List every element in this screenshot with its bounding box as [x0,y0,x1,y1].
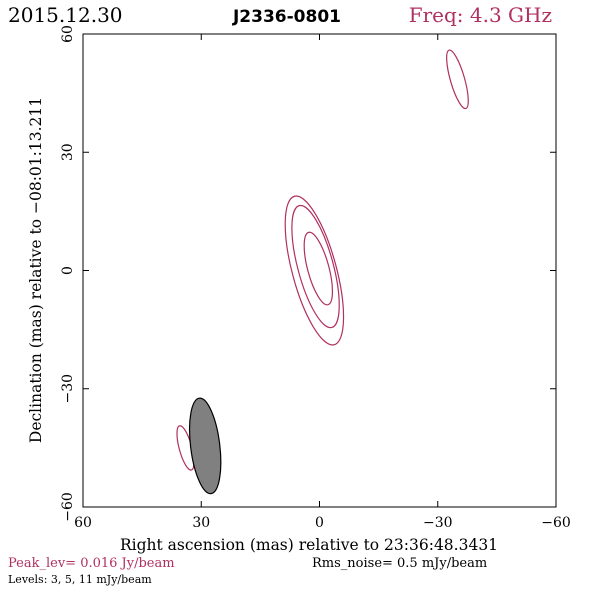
x-tick-label: 60 [74,515,92,531]
y-tick-label: −60 [60,492,76,522]
peak-level-label: Peak_lev= 0.016 Jy/beam [8,556,175,571]
contour-levels-label: Levels: 3, 5, 11 mJy/beam [8,573,152,586]
x-tick-label: 0 [315,515,324,531]
x-tick-label: 30 [192,515,210,531]
contour-core-5 [291,204,340,329]
contour-core-11 [303,231,334,306]
contour-ne-blob-3 [446,49,469,110]
contour-core-3 [284,195,345,346]
restoring-beam [188,397,222,495]
x-tick-label: −30 [423,515,453,531]
x-tick-label: −60 [541,515,571,531]
y-tick-label: 0 [60,266,76,275]
source-name: J2336-0801 [232,7,341,27]
frequency-label: Freq: 4.3 GHz [409,3,552,27]
observation-date: 2015.12.30 [8,3,123,27]
y-axis-label: Declination (mas) relative to −08:01:13.… [27,97,45,443]
y-tick-label: 30 [60,143,76,161]
rms-noise-label: Rms_noise= 0.5 mJy/beam [312,556,487,571]
x-axis-label: Right ascension (mas) relative to 23:36:… [120,536,498,554]
y-tick-label: 60 [60,25,76,43]
y-tick-label: −30 [60,374,76,404]
plot-frame [82,33,557,508]
